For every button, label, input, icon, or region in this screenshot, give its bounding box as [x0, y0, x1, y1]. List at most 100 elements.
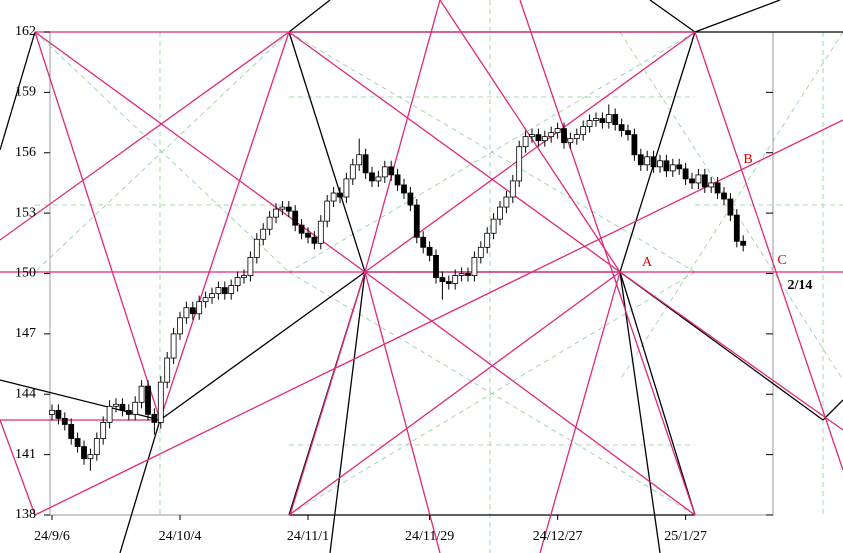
candle-body	[202, 297, 209, 303]
candle-body	[285, 206, 292, 212]
candle-body	[317, 220, 324, 244]
candle-body	[209, 293, 215, 299]
candle-body	[605, 114, 612, 123]
candle-body	[260, 228, 267, 240]
candle-body	[106, 405, 113, 423]
candle-body	[573, 134, 580, 140]
candle-body	[401, 184, 407, 194]
candle-body	[228, 285, 235, 295]
candle-body	[522, 136, 529, 148]
candle-body	[497, 206, 503, 220]
candle-body	[74, 438, 81, 447]
candle-body	[509, 180, 516, 198]
candle-body	[548, 132, 555, 138]
y-tick-label: 147	[15, 326, 36, 341]
candle-body	[458, 273, 465, 276]
candle-body	[68, 424, 75, 439]
candle-body	[727, 198, 734, 216]
candle-body	[349, 164, 356, 180]
candle-body	[490, 218, 497, 234]
candle-body	[445, 281, 452, 284]
candle-body	[100, 422, 107, 439]
candle-body	[657, 160, 663, 168]
candle-body	[183, 307, 190, 319]
candle-body	[279, 206, 286, 210]
candle-body	[503, 196, 510, 208]
candle-body	[138, 385, 145, 403]
candle-body	[420, 236, 427, 248]
candle-body	[215, 287, 222, 295]
candle-body	[93, 438, 100, 456]
candle-body	[714, 182, 721, 194]
candle-body	[305, 232, 311, 238]
candle-body	[541, 136, 548, 142]
candle-body	[618, 124, 625, 132]
annotation: A	[642, 255, 653, 270]
candle-body	[586, 120, 593, 127]
candle-body	[733, 214, 740, 242]
candle-body	[644, 156, 651, 166]
candle-body	[484, 232, 491, 248]
candle-body	[561, 128, 567, 144]
candle-body	[55, 409, 62, 419]
candle-body	[132, 401, 139, 415]
candle-body	[362, 154, 369, 174]
y-tick-label: 153	[15, 205, 36, 220]
candle-body	[164, 357, 171, 383]
candle-body	[650, 156, 657, 168]
candle-body	[465, 273, 471, 276]
candle-body	[388, 166, 395, 176]
candle-body	[343, 178, 350, 198]
candle-body	[324, 200, 331, 222]
candle-body	[477, 246, 484, 258]
candle-body	[311, 236, 318, 244]
candle-body	[676, 164, 683, 170]
y-tick-label: 144	[15, 386, 36, 401]
candle-body	[221, 287, 228, 295]
candle-body	[433, 254, 439, 278]
y-tick-label: 156	[15, 145, 36, 160]
candle-body	[266, 216, 273, 230]
candle-body	[298, 224, 305, 234]
candle-body	[426, 246, 433, 256]
candle-body	[529, 134, 535, 138]
candle-body	[625, 130, 631, 136]
y-tick-label: 162	[15, 24, 36, 39]
candle-body	[234, 277, 241, 286]
annotation: 2/14	[788, 278, 813, 293]
x-tick-label: 24/11/1	[287, 529, 329, 544]
candle-body	[669, 164, 676, 172]
candle-body	[471, 256, 478, 276]
candle-body	[189, 307, 196, 315]
x-tick-label: 24/12/27	[533, 529, 583, 544]
candle-body	[369, 172, 375, 182]
candle-body	[663, 160, 670, 172]
candle-body	[49, 409, 55, 415]
candle-body	[701, 174, 708, 188]
candle-body	[253, 238, 260, 258]
x-tick-label: 24/9/6	[34, 529, 70, 544]
candle-body	[125, 409, 132, 415]
candle-body	[599, 118, 606, 123]
candle-body	[554, 128, 561, 134]
candle-body	[593, 118, 599, 121]
candle-body	[170, 333, 177, 359]
candle-body	[631, 134, 638, 156]
candle-body	[407, 192, 414, 206]
candle-body	[695, 174, 702, 184]
candle-body	[439, 277, 446, 282]
x-tick-label: 24/11/29	[405, 529, 454, 544]
candle-body	[612, 114, 619, 125]
candle-body	[196, 301, 203, 315]
candle-body	[177, 317, 183, 335]
candle-body	[157, 381, 164, 423]
candle-body	[721, 192, 727, 200]
candle-body	[740, 240, 747, 246]
candle-body	[381, 166, 388, 178]
annotation: C	[777, 253, 786, 268]
y-tick-label: 159	[15, 85, 36, 100]
candle-body	[113, 403, 119, 407]
candle-body	[375, 176, 382, 182]
